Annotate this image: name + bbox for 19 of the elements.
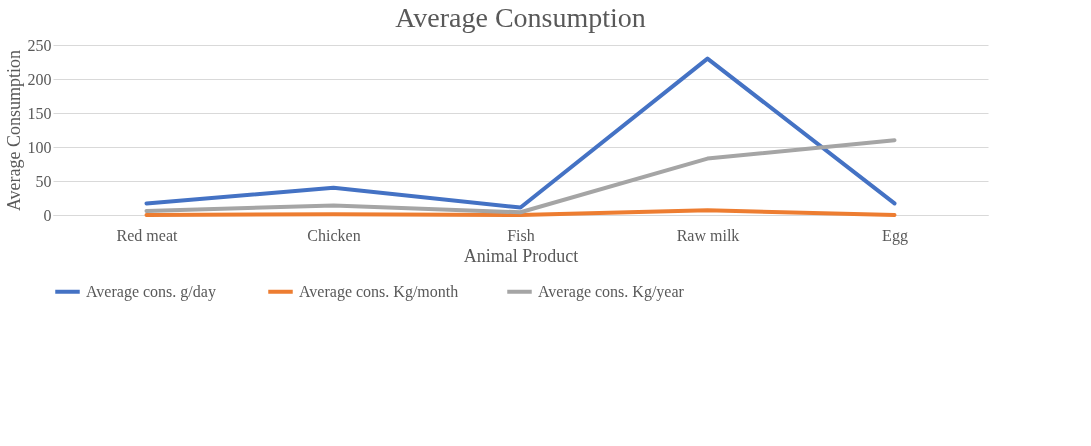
legend-label: Average cons. Kg/month	[299, 282, 459, 301]
chart-title: Average Consumption	[395, 2, 646, 33]
y-axis-title: Average Consumption	[3, 49, 24, 212]
line-series	[144, 138, 897, 215]
x-axis-title: Animal Product	[463, 245, 579, 266]
x-tick-label: Red meat	[116, 226, 178, 244]
y-tick-label: 100	[27, 138, 52, 156]
legend-label: Average cons. g/day	[86, 282, 216, 301]
x-tick-label: Fish	[507, 226, 535, 244]
x-tick-label: Egg	[882, 226, 908, 245]
y-tick-label: 200	[27, 70, 52, 88]
y-tick-label: 250	[27, 36, 52, 54]
legend-label: Average cons. Kg/year	[538, 282, 685, 301]
y-tick-label: 50	[35, 172, 52, 190]
y-tick-label: 150	[27, 104, 52, 122]
y-tick-label: 0	[43, 206, 52, 224]
line-series	[144, 56, 897, 210]
x-tick-label: Raw milk	[676, 226, 740, 244]
x-tick-label: Chicken	[307, 226, 361, 244]
